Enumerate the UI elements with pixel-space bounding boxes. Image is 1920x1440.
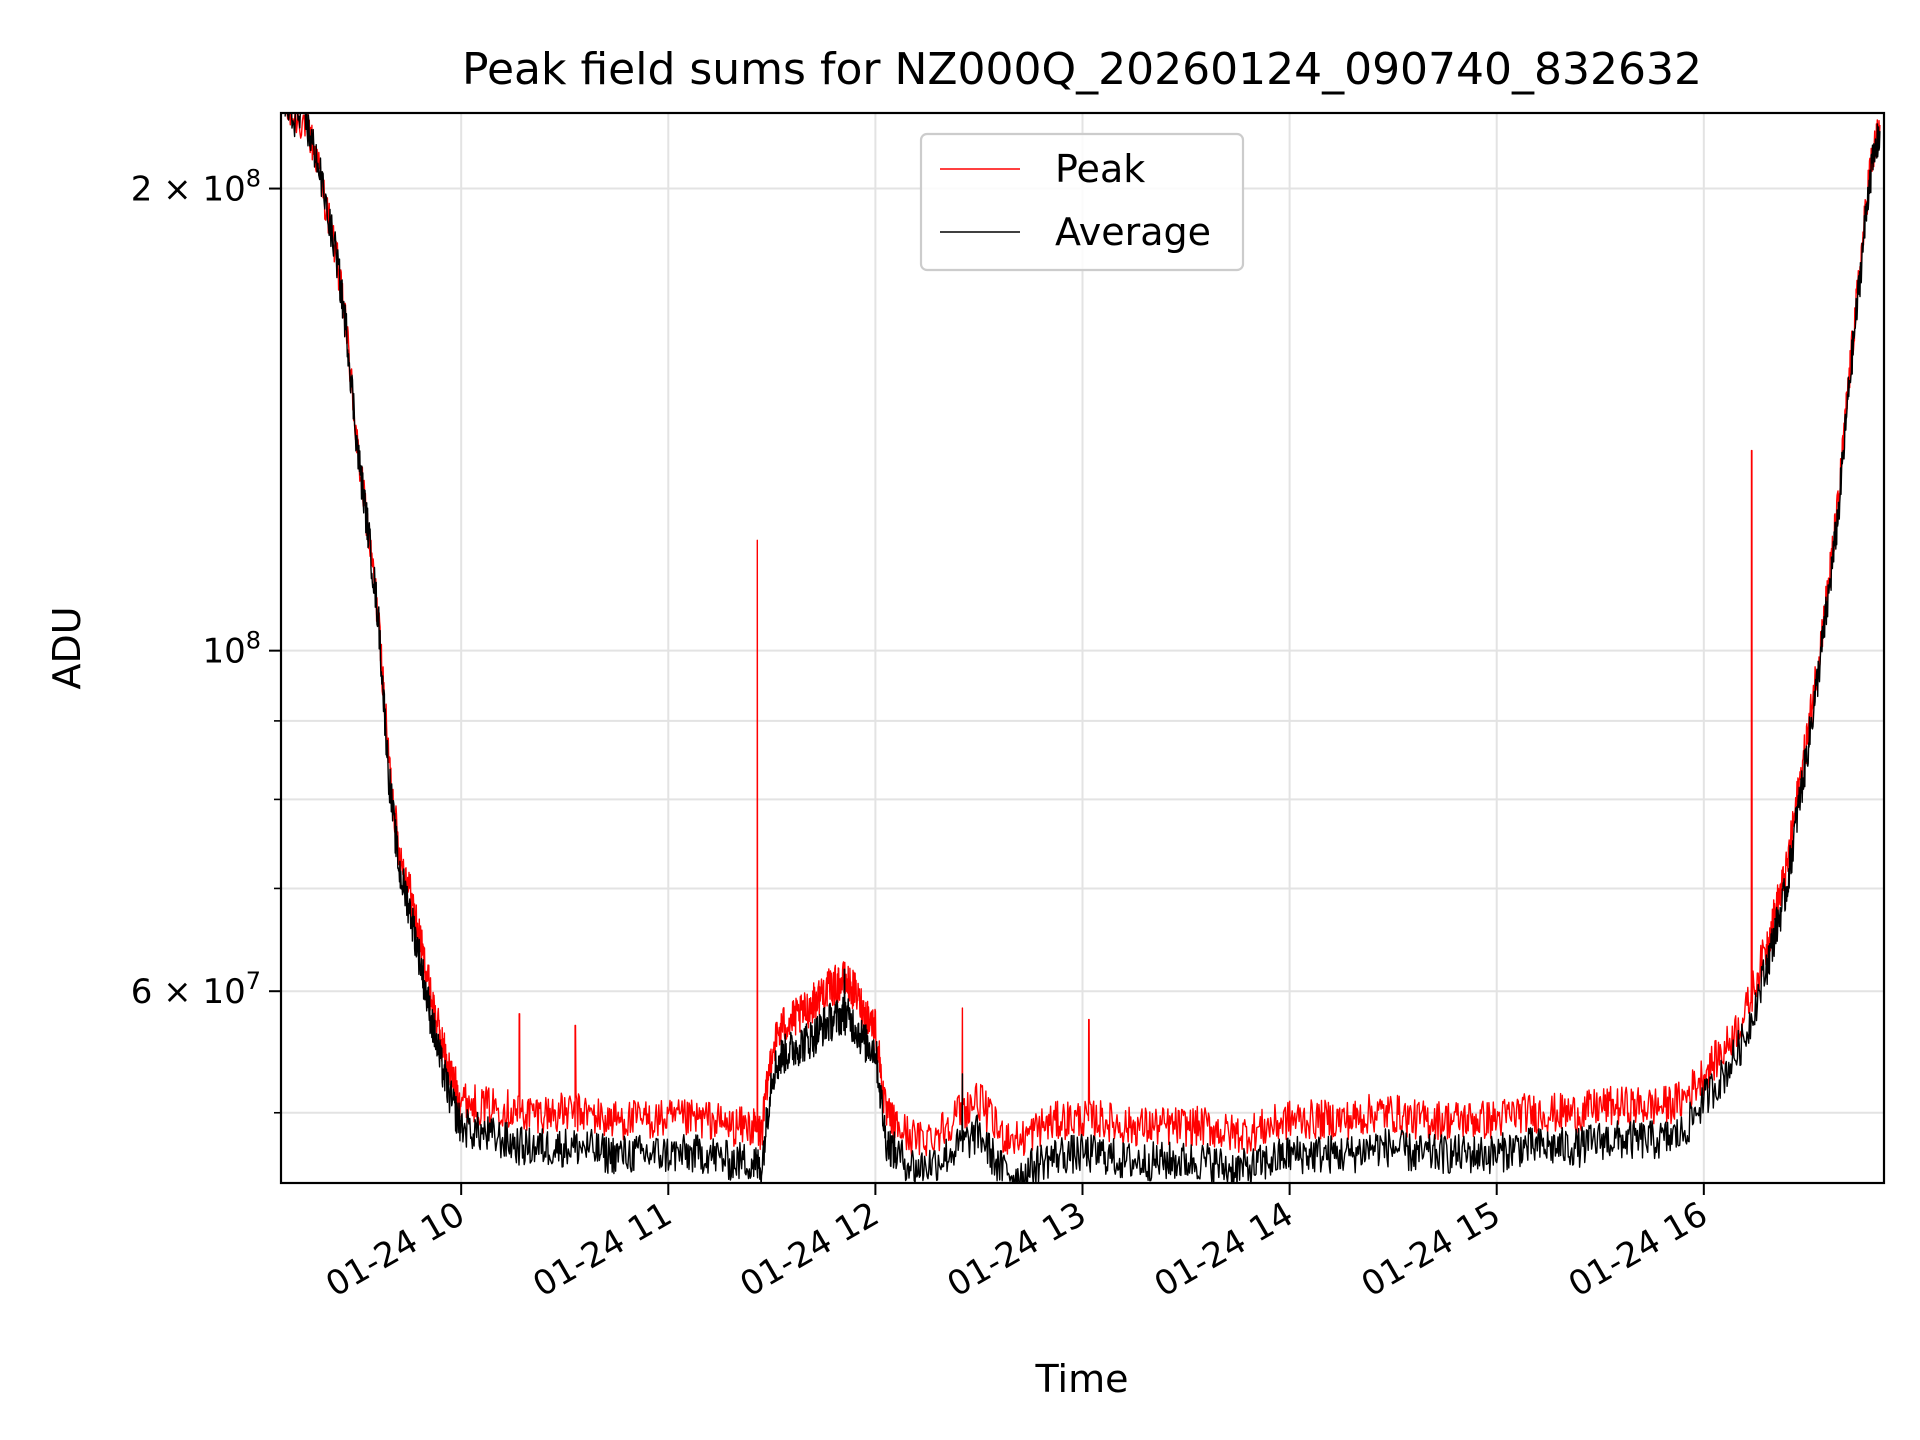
y-axis-ticks: 2 × 108 108 6 × 107 [131, 165, 281, 1114]
legend-box [919, 132, 1245, 272]
legend: Peak Average [919, 132, 1245, 272]
series-layer [284, 113, 1881, 1183]
grid [281, 113, 1884, 1183]
x-axis-label: Time [1035, 1357, 1129, 1401]
y-axis-label: ADU [45, 606, 89, 689]
y-tick-label: 108 [202, 627, 261, 672]
chart-title: Peak field sums for NZ000Q_20260124_0907… [462, 44, 1702, 95]
legend-label-average: Average [1055, 210, 1211, 254]
series-line-average [284, 113, 1881, 1183]
y-tick-label: 2 × 108 [131, 165, 261, 210]
legend-label-peak: Peak [1055, 147, 1145, 191]
y-tick-label: 6 × 107 [131, 967, 261, 1012]
